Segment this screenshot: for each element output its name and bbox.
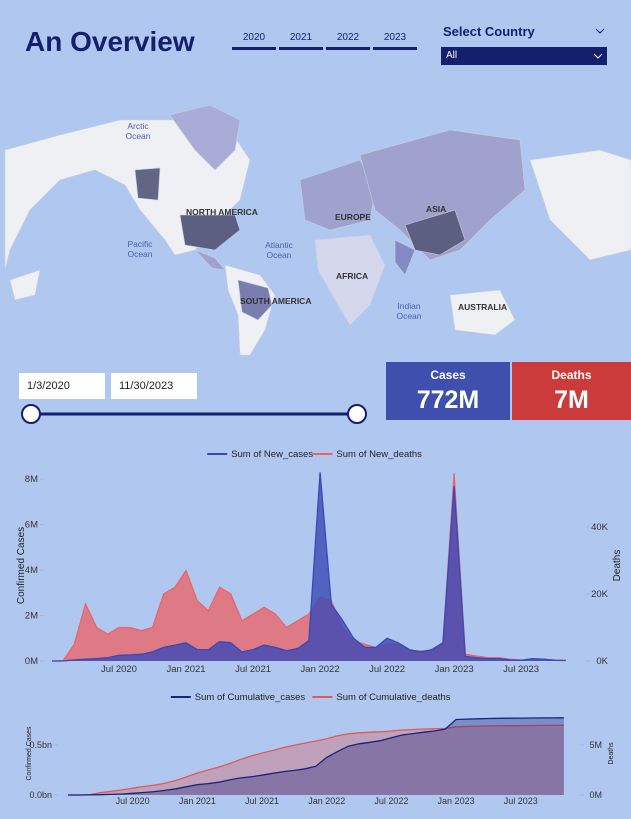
filter-label: Select Country (443, 24, 535, 39)
kpi-label: Cases (430, 368, 466, 382)
x-tick-label: Jan 2021 (166, 664, 205, 675)
y-tick-label: 6M (25, 520, 38, 531)
x-tick-label: Jan 2022 (301, 664, 340, 675)
y-tick-label: 4M (25, 565, 38, 576)
series-area (52, 473, 566, 661)
country-dropdown[interactable]: All (441, 47, 607, 65)
x-tick-label: Jul 2021 (245, 796, 279, 806)
y-tick-label: 0.0bn (29, 790, 52, 800)
series-line (51, 473, 566, 662)
x-tick-label: Jul 2021 (235, 664, 271, 675)
chevron (593, 53, 603, 59)
map-label: AFRICA (336, 271, 369, 281)
series-line (52, 472, 566, 662)
x-tick-label: Jan 2023 (438, 796, 475, 806)
map-label: AUSTRALIA (458, 302, 508, 312)
y-axis-title: Confirmed Cases (26, 726, 33, 781)
legend-label: Sum of Cumulative_deaths (336, 692, 450, 703)
legend-label: Sum of New_deaths (336, 449, 422, 460)
map-label: SOUTH AMERICA (240, 296, 312, 306)
legend-label: Sum of Cumulative_cases (195, 692, 306, 703)
map-label: NORTH AMERICA (186, 207, 258, 217)
kpi-card: Deaths 7M (512, 362, 631, 420)
kpi-label: Deaths (551, 368, 592, 382)
y2-axis-title: Deaths (608, 742, 615, 765)
year-tab[interactable]: 2020 (232, 32, 276, 50)
page-title: An Overview (25, 26, 195, 57)
x-tick-label: Jan 2022 (308, 796, 345, 806)
x-tick-label: Jul 2022 (369, 664, 405, 675)
y-tick-label: 2M (25, 611, 38, 622)
slider-handle[interactable] (347, 404, 367, 424)
map-label: EUROPE (335, 212, 371, 222)
world-map (4, 104, 631, 356)
x-tick-label: Jul 2020 (116, 796, 150, 806)
end-date[interactable]: 11/30/2023 (111, 373, 197, 399)
x-tick-label: Jan 2021 (179, 796, 216, 806)
x-tick-label: Jul 2022 (374, 796, 408, 806)
y2-tick-label: 40K (591, 522, 609, 533)
y2-tick-label: 5M (589, 740, 602, 750)
map-label: Pacific Ocean (127, 239, 153, 259)
map-label: Arctic Ocean (125, 121, 151, 141)
kpi-card: Cases 772M (386, 362, 510, 420)
y2-tick-label: 0K (596, 656, 608, 667)
legend-label: Sum of New_cases (231, 449, 313, 460)
year-tab[interactable]: 2021 (279, 32, 323, 50)
map-label: Atlantic Ocean (265, 240, 293, 260)
x-tick-label: Jan 2023 (435, 664, 474, 675)
kpi-value: 7M (554, 386, 589, 414)
y2-tick-label: 0M (589, 790, 602, 800)
series-line (68, 724, 564, 796)
start-date[interactable]: 1/3/2020 (19, 373, 105, 399)
slider-handle[interactable] (21, 404, 41, 424)
y2-tick-label: 20K (591, 589, 609, 600)
y2-axis-title: Deaths (612, 550, 623, 582)
x-tick-label: Jul 2023 (503, 664, 539, 675)
chevron (595, 28, 605, 34)
series-line (68, 717, 564, 796)
x-tick-label: Jul 2023 (504, 796, 538, 806)
y-tick-label: 0.5bn (29, 740, 52, 750)
y-tick-label: 8M (25, 474, 38, 485)
date-slider (21, 404, 367, 424)
x-tick-label: Jul 2020 (101, 664, 137, 675)
kpi-value: 772M (416, 386, 480, 414)
map-label: Indian Ocean (396, 301, 422, 321)
series-area (68, 717, 564, 795)
y-tick-label: 0M (25, 656, 38, 667)
y-axis-title: Confirmed Cases (16, 527, 27, 604)
year-tab[interactable]: 2022 (326, 32, 370, 50)
year-tab[interactable]: 2023 (373, 32, 417, 50)
map-label: ASIA (426, 204, 447, 214)
series-area (68, 725, 564, 795)
